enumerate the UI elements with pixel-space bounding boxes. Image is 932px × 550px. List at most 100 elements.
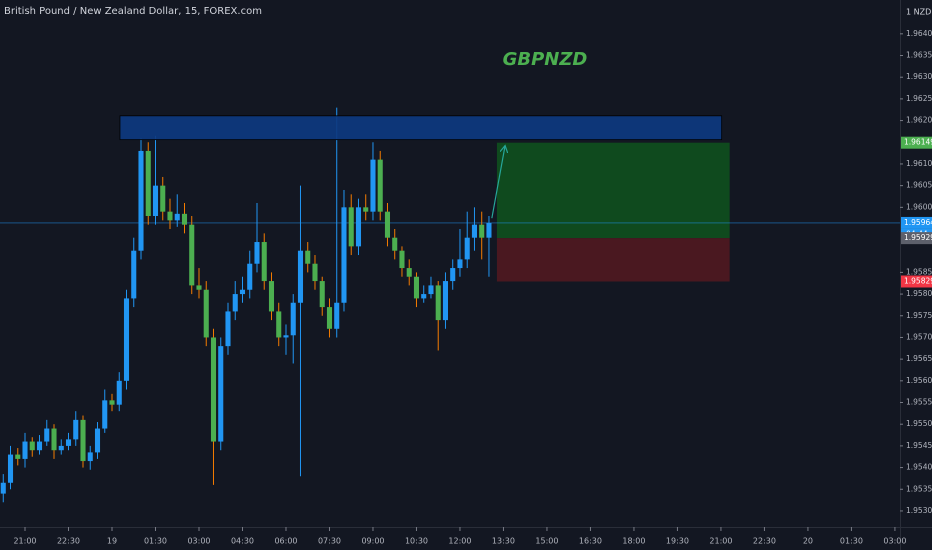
candle-body — [51, 428, 57, 451]
candle-body — [319, 281, 325, 308]
candle-body — [305, 250, 311, 264]
y-tick-label: 1.95550 — [906, 398, 932, 407]
candle-body — [435, 285, 441, 321]
candle-body — [326, 307, 333, 329]
candle-body — [218, 346, 224, 442]
candle-body — [457, 259, 463, 269]
y-tick-label: 1.95450 — [906, 441, 932, 450]
x-tick-label: 04:30 — [231, 537, 254, 546]
candle-body — [196, 285, 202, 290]
candle-body — [297, 250, 304, 303]
candle-body — [36, 441, 43, 451]
candle-body — [123, 298, 130, 381]
candle-body — [0, 482, 6, 494]
candle-body — [261, 242, 267, 282]
candle-body — [290, 302, 296, 336]
symbol-annotation: GBPNZD — [503, 49, 588, 70]
y-tick-label: 1.95500 — [906, 419, 932, 428]
profit-area — [496, 142, 730, 239]
candle-body — [94, 428, 101, 453]
candle-body — [486, 222, 492, 238]
candle-body — [29, 441, 35, 451]
y-tick-label: 1.95300 — [906, 506, 932, 515]
price-marker-label: 1.95929 — [904, 233, 932, 242]
y-tick-label: 1.96050 — [906, 181, 932, 190]
candle-body — [138, 150, 144, 251]
candle-body — [145, 150, 151, 217]
x-tick-label: 10:30 — [405, 537, 428, 546]
price-marker — [901, 136, 932, 149]
candle-body — [15, 454, 21, 459]
y-tick-label: 1.96350 — [906, 51, 932, 60]
candle-body — [232, 294, 238, 312]
y-tick-label: 1.95350 — [906, 484, 932, 493]
plot-area — [0, 107, 900, 503]
candle-body — [80, 419, 86, 462]
x-tick-label: 06:00 — [274, 537, 297, 546]
candle-body — [276, 311, 282, 338]
y-tick-label: 1.95800 — [906, 289, 932, 298]
candle-body — [239, 289, 246, 295]
x-tick-label: 19:30 — [666, 537, 689, 546]
x-tick-label: 09:00 — [361, 537, 384, 546]
candle-body — [73, 419, 79, 440]
x-tick-label: 21:00 — [13, 537, 36, 546]
y-tick-label: 1.96250 — [906, 94, 932, 103]
y-tick-label: 1.96000 — [906, 202, 932, 211]
candle-body — [348, 207, 354, 247]
candle-body — [102, 400, 108, 429]
x-tick-label: 12:00 — [448, 537, 471, 546]
candle-body — [392, 237, 398, 251]
x-tick-label: 13:30 — [492, 537, 515, 546]
candle-body — [203, 289, 209, 338]
price-marker-label: 1.95964 — [904, 218, 932, 227]
price-marker — [901, 275, 932, 288]
candle-body — [363, 207, 369, 212]
price-marker-label: 1.96149 — [904, 138, 932, 147]
y-tick-label: 1.95750 — [906, 311, 932, 320]
x-tick-label: 18:00 — [622, 537, 645, 546]
candle-body — [268, 281, 275, 312]
y-tick-label: 1.96200 — [906, 116, 932, 125]
candle-body — [399, 250, 405, 269]
x-tick-label: 20 — [803, 537, 813, 546]
candle-body — [413, 276, 420, 299]
y-tick-label: 1.95700 — [906, 332, 932, 341]
currency-label: 1 NZD — [906, 8, 931, 17]
candle-body — [377, 159, 383, 212]
price-marker — [901, 216, 932, 229]
candle-body — [341, 207, 347, 303]
x-tick-label: 22:30 — [753, 537, 776, 546]
y-tick-label: 1.96100 — [906, 159, 932, 168]
price-marker — [901, 232, 932, 245]
candle-body — [65, 439, 72, 446]
axes: 1.96400 1.96350 1.96300 1.96250 1.96200 1.961… — [13, 29, 932, 546]
candle-body — [428, 285, 434, 295]
projection-arrow — [491, 147, 505, 219]
candle-body — [442, 281, 449, 321]
candle-body — [160, 185, 166, 212]
y-tick-label: 1.95850 — [906, 267, 932, 276]
x-tick-label: 15:00 — [535, 537, 558, 546]
candle-body — [210, 337, 217, 442]
x-tick-label: 21:00 — [709, 537, 732, 546]
y-tick-label: 1.96300 — [906, 72, 932, 81]
x-tick-label: 16:30 — [579, 537, 602, 546]
candle-body — [471, 224, 478, 238]
candle-body — [421, 294, 427, 299]
candle-body — [254, 242, 260, 264]
candle-body — [334, 302, 340, 329]
candle-body — [370, 159, 376, 212]
candle-body — [174, 213, 180, 221]
candle-body — [355, 207, 362, 247]
x-tick-label: 01:30 — [144, 537, 167, 546]
x-tick-label: 07:30 — [318, 537, 341, 546]
candle-body — [384, 211, 391, 238]
candle-body — [479, 224, 485, 238]
y-tick-label: 1.95600 — [906, 376, 932, 385]
x-tick-label: 19 — [107, 537, 117, 546]
candle-body — [181, 213, 188, 225]
candle-body — [283, 335, 289, 338]
